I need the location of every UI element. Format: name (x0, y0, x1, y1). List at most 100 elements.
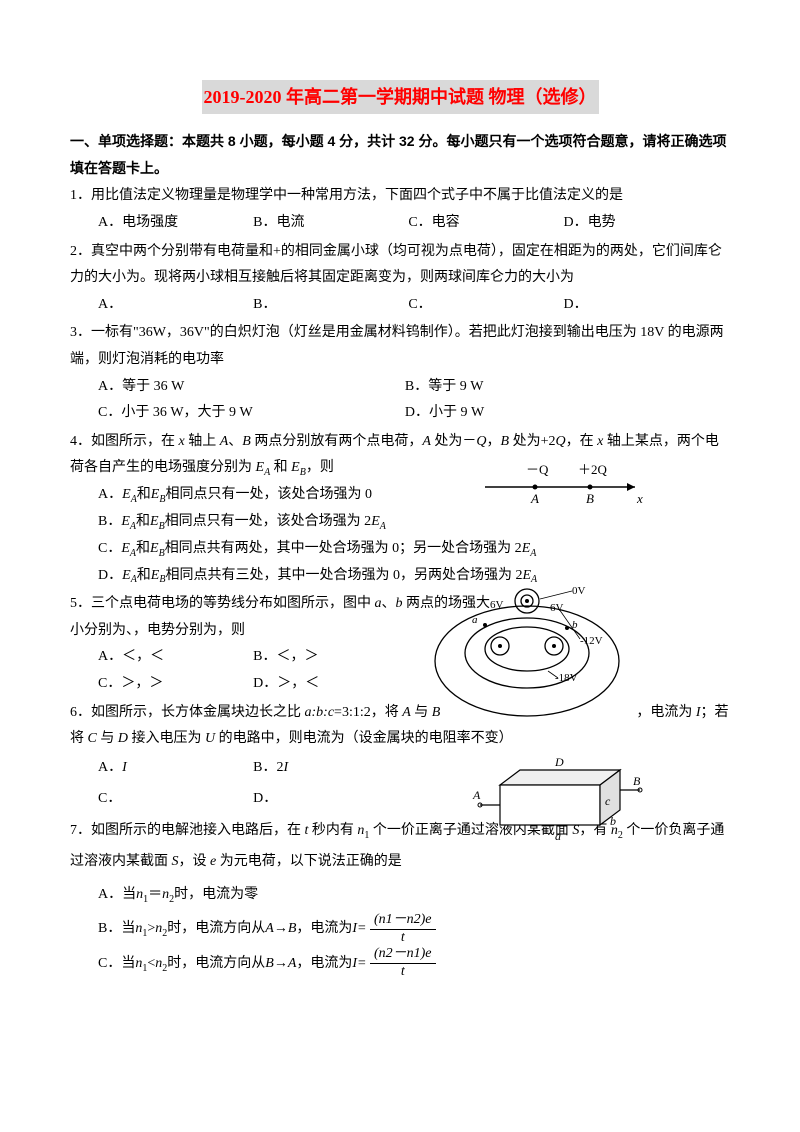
t: 和 (136, 509, 150, 536)
svg-text:A: A (472, 788, 481, 802)
question-6: 6．如图所示，长方体金属块边长之比 a:b:c=3:1:2，将 A 与 B ，电… (70, 700, 730, 815)
t: 秒内有 (308, 823, 357, 838)
t: =3:1:2，将 (334, 705, 402, 720)
t: ，设 (179, 854, 211, 869)
t: B． (98, 509, 121, 536)
fraction-2: (n2－n1)et (370, 946, 436, 981)
t: → (274, 947, 288, 981)
sym-E: E (256, 460, 265, 475)
t: ，电流为 (440, 705, 696, 720)
t: → (274, 912, 288, 946)
t: B (265, 947, 274, 981)
t: A (288, 947, 297, 981)
t: I (284, 753, 289, 784)
svg-text:B: B (633, 774, 641, 788)
t: n (162, 878, 169, 912)
q5-opt-a: A．＜，＜ (98, 644, 250, 671)
q7-opt-a: A．当 n1＝n2 时，电流为零 (98, 878, 730, 912)
t: 、 (228, 434, 242, 449)
q2-stem: 2．真空中两个分别带有电荷量和+的相同金属小球（均可视为点电荷），固定在相距为的… (70, 239, 730, 292)
q2-opt-d: D． (564, 292, 716, 319)
svg-text:A: A (530, 491, 539, 506)
t: 和 (270, 460, 291, 475)
svg-text:-12V: -12V (580, 635, 603, 647)
t: 处为－ (431, 434, 477, 449)
t: C． (98, 536, 121, 563)
t: ，在 (566, 434, 598, 449)
t: t (370, 964, 436, 981)
t: ， (487, 434, 501, 449)
t: 与 (97, 731, 118, 746)
q2-opt-a: A． (98, 292, 250, 319)
t: I= (352, 947, 366, 981)
t: U (205, 731, 215, 746)
t: A． (98, 482, 122, 509)
t: I (122, 753, 127, 784)
t: B．当 (98, 912, 135, 946)
t: 相同点只有一处，该处合场强为 0 (165, 482, 372, 509)
q7-options: A．当 n1＝n2 时，电流为零 B．当 n1>n2 时，电流方向从 A→B，电… (70, 878, 730, 981)
t: ，电流为 (296, 912, 352, 946)
t: E (121, 536, 130, 563)
t: 5．三个点电荷电场的等势线分布如图所示，图中 (70, 596, 375, 611)
t: E (150, 536, 159, 563)
t: n (136, 878, 143, 912)
t: E (122, 563, 131, 590)
figure-q4: －Q ＋2Q A B x (480, 457, 650, 512)
fraction-1: (n1－n2)et (370, 912, 436, 947)
t: t (370, 930, 436, 947)
t: D (118, 731, 128, 746)
t: n (135, 947, 142, 981)
sym-Q: Q (556, 434, 566, 449)
q5-options: A．＜，＜ B．＜，＞ C．＞，＞ D．＞，＜ (70, 644, 730, 697)
t: A．当 (98, 878, 136, 912)
t: A (380, 517, 386, 536)
t: 的电路中，则电流为（设金属块的电阻率不变） (215, 731, 513, 746)
question-3: 3．一标有"36W，36V"的白炽灯泡（灯丝是用金属材料钨制作）。若把此灯泡接到… (70, 320, 730, 426)
question-4: 4．如图所示，在 x 轴上 A、B 两点分别放有两个点电荷，A 处为－Q，B 处… (70, 429, 730, 590)
q3-opt-b: B．等于 9 W (405, 374, 708, 401)
t: E (122, 482, 131, 509)
svg-text:6V: 6V (490, 599, 504, 611)
q5-opt-d: D．＞，＜ (253, 671, 405, 698)
t: 处为+2 (509, 434, 555, 449)
sym-A: A (422, 434, 431, 449)
figure-q6: A B D a b c (470, 755, 645, 845)
svg-text:c: c (605, 794, 611, 808)
q3-stem: 3．一标有"36W，36V"的白炽灯泡（灯丝是用金属材料钨制作）。若把此灯泡接到… (70, 320, 730, 373)
t: 与 (411, 705, 432, 720)
section-header: 一、单项选择题：本题共 8 小题，每小题 4 分，共计 32 分。每小题只有一个… (70, 128, 730, 181)
t: > (147, 912, 155, 946)
t: E (121, 509, 130, 536)
q2-opt-b: B． (253, 292, 405, 319)
t: E (371, 509, 380, 536)
t: ，电流为 (296, 947, 352, 981)
t: 相同点共有两处，其中一处合场强为 0；另一处合场强为 2 (165, 536, 522, 563)
svg-text:－Q: －Q (526, 462, 549, 477)
t: S (172, 854, 179, 869)
t: ＝ (148, 878, 162, 912)
t: a (375, 596, 382, 611)
t: B (288, 912, 297, 946)
q6-opt-a: A．I (98, 753, 250, 784)
sym-E: E (291, 460, 300, 475)
sym-Q: Q (476, 434, 486, 449)
t: A． (98, 753, 122, 784)
q3-opt-c: C．小于 36 W，大于 9 W (98, 400, 401, 427)
sym-B: B (501, 434, 510, 449)
q1-options: A．电场强度 B．电流 C．电容 D．电势 (70, 210, 730, 237)
q7-opt-c: C．当 n1<n2 时，电流方向从 B→A，电流为 I= (n2－n1)et (98, 946, 730, 981)
q1-opt-c: C．电容 (408, 210, 560, 237)
t: A (402, 705, 411, 720)
t: E (151, 563, 160, 590)
q6-opt-d: D． (253, 784, 405, 815)
q1-stem: 1．用比值法定义物理量是物理学中一种常用方法，下面四个式子中不属于比值法定义的是 (70, 183, 730, 210)
t: 6．如图所示，长方体金属块边长之比 (70, 705, 305, 720)
q6-stem: 6．如图所示，长方体金属块边长之比 a:b:c=3:1:2，将 A 与 B ，电… (70, 700, 730, 753)
t: E (150, 509, 159, 536)
q7-opt-b: B．当 n1>n2 时，电流方向从 A→B，电流为 I= (n1－n2)et (98, 912, 730, 947)
t: A (530, 544, 536, 563)
t: E (151, 482, 160, 509)
t: C．当 (98, 947, 135, 981)
t: 时，电流方向从 (167, 912, 265, 946)
